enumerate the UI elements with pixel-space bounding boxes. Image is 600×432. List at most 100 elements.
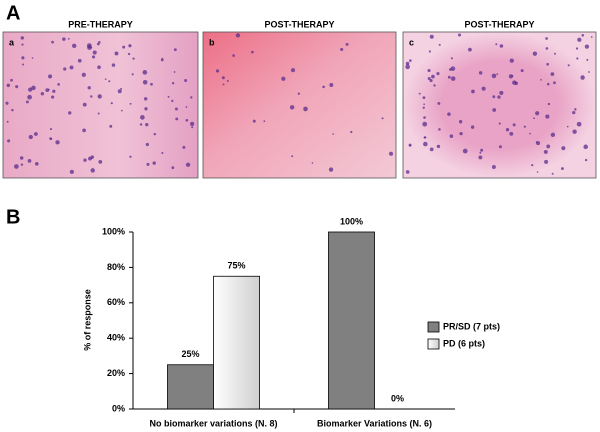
nucleus — [7, 139, 11, 143]
nucleus — [109, 124, 113, 128]
nucleus — [131, 73, 134, 76]
nucleus — [457, 33, 462, 37]
y-tick-label: 80% — [107, 262, 125, 272]
nucleus — [297, 92, 300, 95]
nucleus — [27, 94, 32, 100]
nucleus — [429, 147, 434, 152]
nucleus — [191, 126, 194, 129]
nucleus — [450, 76, 456, 81]
nucleus — [171, 99, 174, 103]
nucleus — [481, 86, 486, 91]
nucleus — [428, 50, 431, 53]
nucleus — [91, 55, 96, 59]
y-axis-label: % of response — [82, 289, 92, 351]
nucleus — [576, 121, 582, 127]
nucleus — [11, 108, 14, 112]
nucleus — [215, 69, 220, 73]
nucleus — [55, 140, 60, 145]
nucleus — [108, 80, 111, 83]
nucleus — [62, 37, 66, 41]
nucleus — [423, 141, 428, 147]
nucleus — [184, 78, 188, 82]
nucleus — [81, 72, 86, 77]
nucleus — [580, 75, 585, 80]
nucleus — [5, 101, 9, 105]
nucleus — [49, 128, 53, 131]
nucleus — [86, 43, 92, 48]
nucleus — [492, 108, 497, 112]
value-label: 0% — [391, 393, 404, 403]
nucleus — [129, 155, 132, 158]
nucleus — [90, 95, 93, 98]
nucleus — [551, 172, 554, 175]
nucleus — [584, 44, 590, 49]
nucleus — [40, 92, 45, 96]
nucleus — [550, 132, 556, 138]
nucleus — [92, 50, 97, 55]
nucleus — [185, 118, 189, 122]
nucleus — [63, 67, 67, 71]
nucleus — [567, 64, 570, 67]
nucleus — [544, 159, 549, 164]
nucleus — [431, 74, 435, 79]
y-tick-label: 100% — [102, 226, 125, 236]
y-tick-label: 20% — [107, 368, 125, 378]
nucleus — [561, 167, 564, 170]
nucleus — [546, 62, 550, 66]
nucleus — [572, 110, 576, 115]
nucleus — [226, 79, 229, 82]
nucleus — [140, 115, 145, 120]
nucleus — [495, 43, 498, 46]
nuclei — [405, 33, 593, 175]
nucleus — [332, 133, 334, 135]
nucleus — [581, 33, 585, 37]
nucleus — [87, 86, 91, 90]
nucleus — [499, 44, 504, 48]
legend-label: PR/SD (7 pts) — [443, 321, 500, 331]
nucleus — [71, 43, 77, 49]
nucleus — [34, 162, 39, 166]
nucleus — [145, 122, 149, 127]
nucleus — [139, 123, 143, 126]
nucleus — [110, 102, 113, 105]
nucleus — [160, 58, 164, 62]
nucleus — [497, 95, 501, 99]
nucleus — [290, 68, 296, 73]
nucleus — [263, 120, 266, 123]
nucleus — [111, 63, 116, 67]
nucleus — [167, 95, 170, 98]
nucleus — [546, 82, 550, 86]
nucleus — [69, 169, 74, 174]
nucleus — [173, 48, 177, 52]
nucleus — [498, 145, 502, 149]
nucleus — [536, 141, 541, 146]
nucleus — [547, 102, 551, 106]
nucleus — [33, 132, 38, 136]
nucleus — [171, 82, 175, 85]
nucleus — [422, 96, 426, 100]
nuclei — [215, 33, 394, 172]
nucleus — [422, 106, 425, 109]
nucleus — [77, 58, 82, 63]
nucleus — [68, 111, 72, 115]
nucleus — [459, 131, 463, 136]
nucleus — [96, 42, 100, 46]
y-tick-label: 40% — [107, 333, 125, 343]
nucleus — [88, 156, 92, 161]
nucleus — [185, 106, 188, 108]
nucleus — [470, 125, 475, 129]
nucleus — [491, 73, 497, 79]
nucleus — [6, 120, 9, 123]
nucleus — [509, 131, 514, 136]
y-tick-label: 60% — [107, 297, 125, 307]
nucleus — [127, 52, 131, 56]
nucleus — [47, 88, 50, 91]
nucleus — [189, 121, 195, 127]
nucleus — [142, 70, 148, 75]
nucleus — [311, 162, 314, 164]
nucleus — [57, 83, 60, 86]
nucleus — [303, 106, 308, 112]
nucleus — [146, 162, 150, 166]
nucleus — [252, 119, 256, 123]
